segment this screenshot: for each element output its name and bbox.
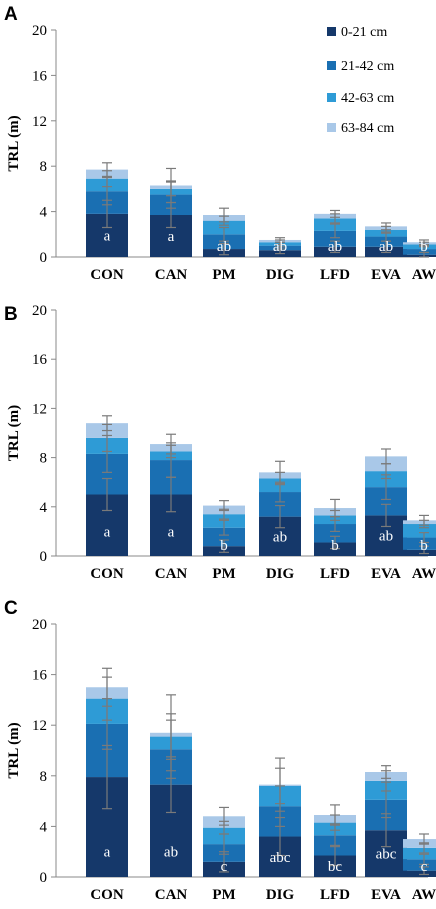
significance-label: ab [328, 239, 342, 255]
x-tick-label: CAN [155, 267, 188, 283]
y-tick-label: 4 [40, 819, 48, 835]
legend-swatch [327, 61, 336, 70]
y-tick-label: 8 [40, 159, 48, 175]
y-tick-label: 8 [40, 451, 48, 467]
significance-label: c [421, 859, 428, 875]
bar-lfd-21-42cm [314, 230, 356, 247]
y-tick-label: 12 [32, 401, 47, 417]
significance-label: bc [328, 859, 343, 875]
y-tick-label: 0 [40, 250, 48, 266]
significance-label: a [104, 845, 111, 861]
x-tick-label: PM [212, 267, 235, 283]
x-tick-label: DIG [266, 267, 295, 283]
legend-label: 63-84 cm [341, 121, 394, 136]
y-tick-label: 8 [40, 769, 48, 785]
x-tick-label: CON [90, 267, 124, 283]
significance-label: ab [379, 529, 393, 545]
x-tick-label: LFD [320, 566, 350, 582]
y-tick-label: 20 [32, 23, 47, 39]
significance-label: abc [376, 847, 397, 863]
significance-label: ab [217, 239, 231, 255]
y-tick-label: 20 [32, 617, 47, 633]
y-tick-label: 0 [40, 549, 48, 565]
bar-lfd-21-42cm [314, 524, 356, 543]
chart-panel-a: A 0 4 8 12 16 20 TRL (m) a CON a CAN ab PM ab DIG ab LFD a… [4, 4, 436, 283]
x-tick-label: EVA [371, 566, 401, 582]
y-tick-label: 4 [40, 500, 48, 516]
bar-aw-21-42cm [403, 537, 436, 550]
significance-label: b [420, 538, 428, 554]
x-tick-label: EVA [371, 887, 401, 903]
bar-aw-0-21cm [403, 254, 436, 257]
significance-label: abc [270, 850, 291, 866]
bar-aw-42-63cm [403, 524, 436, 538]
y-tick-label: 4 [40, 205, 48, 221]
x-tick-label: DIG [266, 887, 295, 903]
x-tick-label: LFD [320, 887, 350, 903]
y-tick-label: 16 [32, 668, 48, 684]
y-tick-label: 12 [32, 114, 47, 130]
y-tick-label: 20 [32, 303, 47, 319]
panel-letter: A [4, 4, 18, 25]
significance-label: c [221, 859, 228, 875]
y-axis-label: TRL (m) [6, 115, 22, 171]
bar-aw-0-21cm [403, 870, 436, 877]
significance-label: ab [164, 845, 178, 861]
bar-aw-21-42cm [403, 859, 436, 871]
legend-swatch [327, 93, 336, 102]
significance-label: a [168, 524, 175, 540]
legend-swatch [327, 27, 336, 36]
bar-aw-42-63cm [403, 847, 436, 860]
x-tick-label: AW [412, 887, 436, 903]
bar-aw-63-84cm [403, 242, 436, 245]
chart-panel-c: C 0 4 8 12 16 20 TRL (m) a CON ab CAN c PM abc DIG bc LFD… [4, 598, 436, 903]
x-tick-label: AW [412, 566, 436, 582]
legend-label: 21-42 cm [341, 59, 394, 74]
significance-label: a [104, 524, 111, 540]
y-tick-label: 12 [32, 718, 47, 734]
x-tick-label: CAN [155, 887, 188, 903]
legend: 0-21 cm 21-42 cm 42-63 cm 63-84 cm [327, 25, 394, 136]
x-tick-label: CAN [155, 566, 188, 582]
legend-swatch [327, 123, 336, 132]
panel-letter: B [4, 304, 18, 325]
x-tick-label: CON [90, 887, 124, 903]
significance-label: a [168, 229, 175, 245]
legend-label: 42-63 cm [341, 91, 394, 106]
bar-pm-21-42cm [203, 527, 245, 547]
x-tick-label: PM [212, 887, 235, 903]
bar-aw-63-84cm [403, 839, 436, 848]
y-axis-label: TRL (m) [6, 722, 22, 778]
significance-label: b [420, 239, 428, 255]
x-tick-label: DIG [266, 566, 295, 582]
bar-lfd-0-21cm [314, 855, 356, 877]
bar-aw-0-21cm [403, 549, 436, 556]
x-tick-label: CON [90, 566, 124, 582]
y-tick-label: 16 [32, 68, 48, 84]
significance-label: ab [273, 239, 287, 255]
legend-label: 0-21 cm [341, 25, 387, 40]
bar-lfd-0-21cm [314, 542, 356, 556]
significance-label: ab [379, 239, 393, 255]
y-axis-label: TRL (m) [6, 405, 22, 461]
significance-label: b [331, 538, 339, 554]
y-tick-label: 0 [40, 870, 48, 886]
significance-label: ab [273, 529, 287, 545]
panel-letter: C [4, 598, 18, 619]
x-tick-label: AW [412, 267, 436, 283]
y-tick-label: 16 [32, 352, 48, 368]
bar-aw-63-84cm [403, 520, 436, 525]
x-tick-label: LFD [320, 267, 350, 283]
significance-label: a [104, 228, 111, 244]
chart-panel-b: B 0 4 8 12 16 20 TRL (m) a CON a CAN b PM ab DIG b LFD ab E… [4, 303, 436, 582]
significance-label: b [220, 538, 228, 554]
x-tick-label: PM [212, 566, 235, 582]
x-tick-label: EVA [371, 267, 401, 283]
